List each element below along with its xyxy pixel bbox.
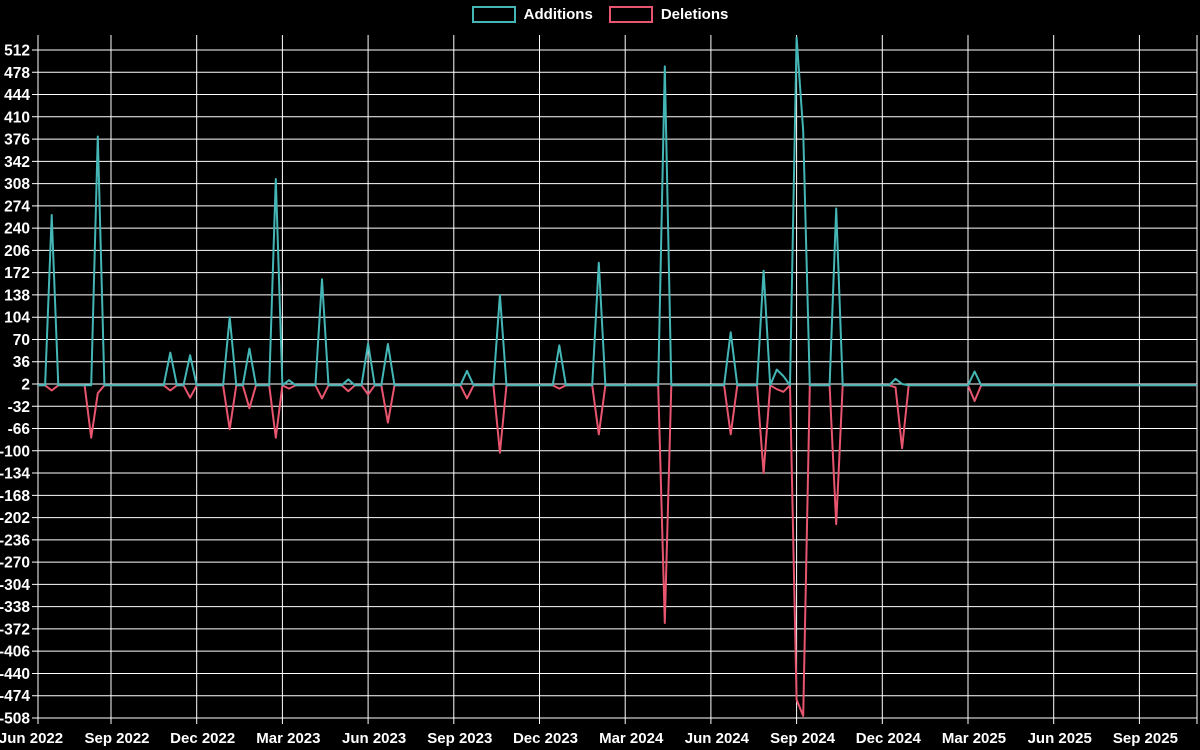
legend-item-additions[interactable]: Additions [471, 6, 593, 23]
x-tick-label: Mar 2025 [942, 730, 1006, 747]
x-tick-label: Jun 2023 [342, 730, 406, 747]
y-tick-label: 240 [4, 221, 30, 238]
x-tick-label: Sep 2024 [770, 730, 836, 747]
additions-swatch-icon [471, 6, 516, 23]
x-tick-label: Sep 2022 [84, 730, 149, 747]
deletions-line [38, 384, 1197, 717]
y-tick-label: 342 [4, 154, 30, 171]
y-tick-label: 478 [4, 65, 30, 82]
y-tick-label: 36 [13, 354, 31, 371]
y-tick-label: 2 [21, 376, 30, 393]
y-tick-label: -236 [0, 532, 30, 549]
y-tick-label: 104 [4, 310, 30, 327]
y-tick-label: 308 [4, 176, 30, 193]
y-tick-label: 444 [4, 87, 30, 104]
y-tick-label: -202 [0, 510, 30, 527]
x-axis-tick-labels: Jun 2022 Sep 2022 Dec 2022 Mar 2023 Jun 2023… [0, 730, 1178, 747]
legend-label-additions: Additions [523, 6, 593, 23]
x-tick-label: Dec 2022 [170, 730, 235, 747]
additions-line [38, 36, 1197, 387]
grid-lines [32, 35, 1198, 724]
y-tick-label: -508 [0, 710, 30, 727]
y-tick-label: -134 [0, 466, 30, 483]
deletions-swatch-icon [608, 6, 653, 23]
x-tick-label: Jun 2022 [0, 730, 63, 747]
y-tick-label: 376 [4, 132, 30, 149]
y-tick-label: 172 [4, 265, 30, 282]
y-tick-label: -474 [0, 688, 30, 705]
x-tick-label: Dec 2023 [513, 730, 578, 747]
x-tick-label: Dec 2024 [856, 730, 922, 747]
y-tick-label: 410 [4, 109, 30, 126]
y-tick-label: -32 [8, 399, 30, 416]
legend-label-deletions: Deletions [660, 6, 729, 23]
y-tick-label: -270 [0, 555, 30, 572]
chart-legend: Additions Deletions [0, 6, 1200, 23]
y-tick-label: -304 [0, 577, 30, 594]
y-tick-label: 138 [4, 287, 30, 304]
y-tick-label: 512 [4, 43, 30, 60]
y-tick-label: 206 [4, 243, 30, 260]
y-tick-label: 70 [13, 332, 30, 349]
x-tick-label: Sep 2025 [1113, 730, 1178, 747]
y-tick-label: -100 [0, 443, 30, 460]
y-tick-label: -66 [8, 421, 31, 438]
x-tick-label: Jun 2025 [1028, 730, 1092, 747]
x-tick-label: Jun 2024 [685, 730, 750, 747]
y-tick-label: -406 [0, 644, 30, 661]
x-tick-label: Sep 2023 [427, 730, 492, 747]
x-tick-label: Mar 2024 [599, 730, 664, 747]
x-tick-label: Mar 2023 [256, 730, 320, 747]
y-tick-label: -168 [0, 488, 30, 505]
y-tick-label: -440 [0, 666, 30, 683]
y-tick-label: 274 [4, 198, 30, 215]
y-axis-tick-labels: 512 478 444 410 376 342 308 274 240 206 172 138 104 7… [0, 43, 30, 728]
legend-item-deletions[interactable]: Deletions [608, 6, 729, 23]
y-tick-label: -338 [0, 599, 30, 616]
y-tick-label: -372 [0, 621, 30, 638]
